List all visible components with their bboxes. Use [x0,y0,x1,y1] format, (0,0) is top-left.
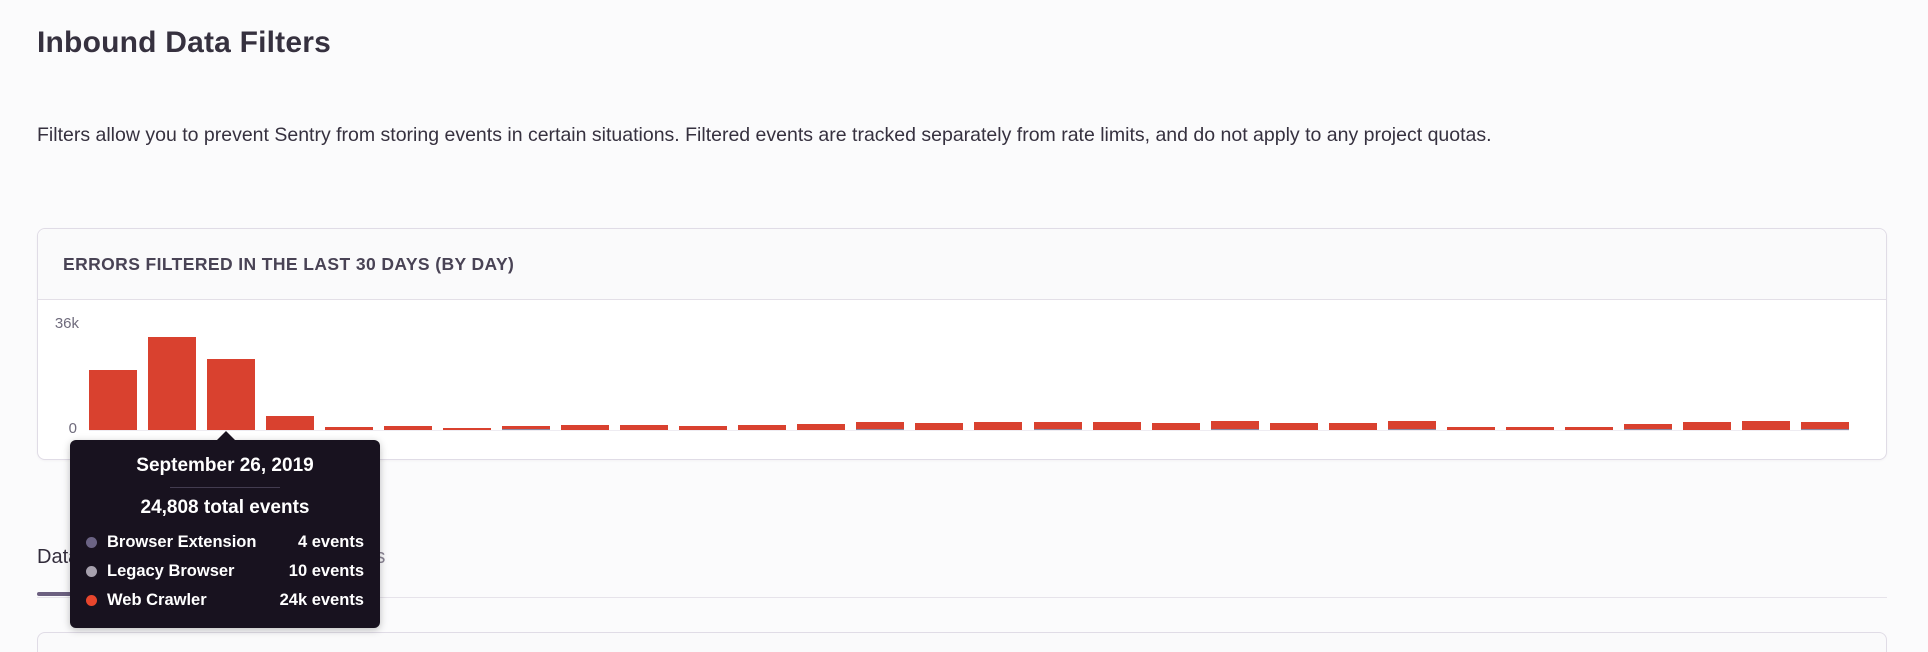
legacy-browser-segment [1623,429,1672,430]
chart-bar-day-10[interactable] [620,425,669,430]
page-description: Filters allow you to prevent Sentry from… [37,124,1492,146]
errors-filtered-chart[interactable]: 36k 0 [38,300,1886,459]
chart-bar-day-22[interactable] [1328,423,1377,430]
chart-bar-day-4[interactable] [266,416,315,430]
tooltip-date: September 26, 2019 [136,455,314,476]
legacy-browser-segment [1387,429,1436,430]
chart-bar-day-23[interactable] [1387,421,1436,430]
chart-bar-day-11[interactable] [679,426,728,430]
chart-bar-day-29[interactable] [1741,421,1790,430]
tooltip-row-web-crawler: Web Crawler 24k events [70,586,380,615]
chart-bar-day-24[interactable] [1446,427,1495,430]
chart-bar-day-13[interactable] [797,424,846,430]
legacy-browser-segment [856,429,905,430]
chart-bar-day-18[interactable] [1092,422,1141,430]
chart-title: ERRORS FILTERED IN THE LAST 30 DAYS (BY … [38,229,1886,300]
chart-bar-day-16[interactable] [974,422,1023,430]
legacy-browser-dot-icon [86,566,97,577]
chart-bar-day-27[interactable] [1623,424,1672,430]
next-section-panel-edge [37,632,1887,652]
tooltip-series-value: 4 events [297,533,364,551]
chart-bar-day-30[interactable] [1800,422,1849,430]
tab-bar-divider [37,597,1887,598]
tooltip-series-name: Legacy Browser [107,562,235,580]
web-crawler-dot-icon [86,595,97,606]
chart-bar-day-2[interactable] [148,337,197,430]
chart-bar-day-1[interactable] [89,370,137,430]
tooltip-series-name: Browser Extension [107,533,257,551]
chart-bar-day-25[interactable] [1505,427,1554,430]
y-axis-max-label: 36k [54,315,79,332]
chart-bar-day-12[interactable] [738,425,787,430]
chart-bar-day-19[interactable] [1151,423,1200,430]
y-axis-min-label: 0 [68,420,77,437]
chart-bar-day-15[interactable] [915,423,964,430]
chart-bar-day-28[interactable] [1682,422,1731,430]
chart-bar-day-14[interactable] [856,422,905,430]
legacy-browser-segment [1033,429,1082,430]
legacy-browser-segment [1210,429,1259,430]
tooltip-series-value: 24k events [279,591,364,609]
chart-bar-day-5[interactable] [325,427,374,430]
browser-extension-dot-icon [86,537,97,548]
chart-bar-day-17[interactable] [1033,422,1082,430]
chart-bar-day-7[interactable] [443,428,492,430]
errors-filtered-panel: ERRORS FILTERED IN THE LAST 30 DAYS (BY … [37,228,1887,460]
page-title: Inbound Data Filters [37,26,332,59]
chart-tooltip: September 26, 2019 24,808 total events B… [70,431,380,628]
tooltip-series-name: Web Crawler [107,591,207,609]
chart-bar-day-3[interactable] [207,359,256,430]
chart-bar-day-6[interactable] [384,426,433,430]
chart-bar-day-26[interactable] [1564,427,1613,430]
legacy-browser-segment [1800,429,1849,430]
legacy-browser-segment [502,429,551,430]
chart-bar-day-8[interactable] [502,426,551,430]
tooltip-total-events: 24,808 total events [140,497,310,518]
tooltip-row-browser-extension: Browser Extension 4 events [70,528,380,557]
chart-bar-day-21[interactable] [1269,423,1318,430]
chart-bar-day-9[interactable] [561,425,610,430]
tooltip-row-legacy-browser: Legacy Browser 10 events [70,557,380,586]
tooltip-divider [170,487,280,488]
tooltip-series-value: 10 events [288,562,364,580]
chart-bar-day-20[interactable] [1210,421,1259,430]
bar-series[interactable] [89,327,1849,430]
x-axis-line [89,430,1849,431]
